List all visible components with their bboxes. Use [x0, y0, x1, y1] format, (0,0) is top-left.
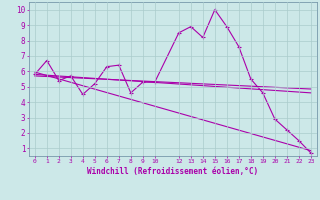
X-axis label: Windchill (Refroidissement éolien,°C): Windchill (Refroidissement éolien,°C) [87, 167, 258, 176]
